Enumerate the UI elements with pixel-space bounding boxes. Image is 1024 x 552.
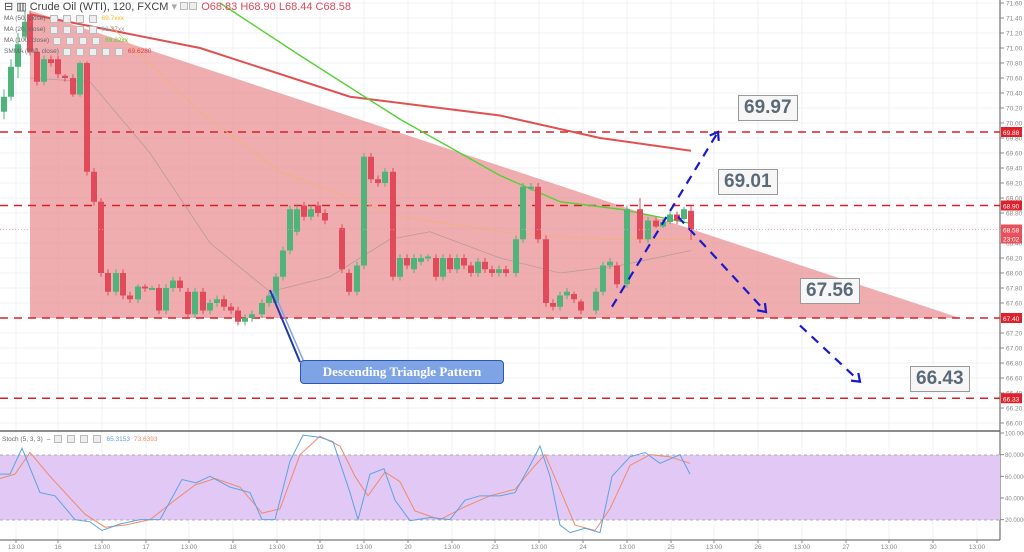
descending-triangle-shape (30, 10, 960, 318)
svg-text:67.40: 67.40 (1003, 316, 1020, 323)
svg-text:13:00: 13:00 (531, 544, 548, 551)
svg-text:13:00: 13:00 (8, 544, 25, 551)
pattern-pointer-line (269, 289, 301, 363)
svg-text:69.20: 69.20 (1006, 181, 1023, 188)
svg-text:13:00: 13:00 (181, 544, 198, 551)
moving-average-lines (29, 2, 692, 293)
svg-text:70.40: 70.40 (1006, 91, 1023, 98)
svg-text:70.20: 70.20 (1006, 106, 1023, 113)
svg-text:67.80: 67.80 (1006, 286, 1023, 293)
svg-text:100.0000: 100.0000 (1005, 432, 1024, 438)
ohlc-values: O68.83 H68.90 L68.44 C68.58 (201, 1, 352, 13)
svg-text:69.40: 69.40 (1006, 166, 1023, 173)
svg-text:23: 23 (491, 544, 499, 551)
symbol-title[interactable]: ⊟ ▥ Crude Oil (WTI), 120, FXCM ▾ O68.83 … (4, 1, 352, 13)
collapse-icon[interactable]: ⊟ ▥ (4, 1, 30, 13)
descending-triangle-label: Descending Triangle Pattern (300, 360, 504, 384)
svg-text:30: 30 (929, 544, 937, 551)
callout-69-97: 69.97 (738, 95, 798, 121)
time-axis[interactable]: 13:00 16 13:00 17 13:00 18 13:00 19 13:00 20 13:00… (8, 540, 986, 551)
stoch-d-value: 73.6393 (133, 435, 158, 443)
svg-text:67.20: 67.20 (1006, 331, 1023, 338)
projection-arrows (611, 130, 862, 384)
svg-text:80.0000: 80.0000 (1005, 453, 1024, 459)
svg-text:69.00: 69.00 (1006, 196, 1023, 203)
indicator-ma20[interactable]: MA (20, close) 68.37xx (4, 25, 125, 34)
svg-text:66.33: 66.33 (1003, 396, 1020, 403)
svg-text:19: 19 (316, 544, 324, 551)
svg-text:23:02: 23:02 (1003, 237, 1020, 244)
stoch-k-value: 65.3153 (106, 435, 130, 443)
stoch-band (0, 455, 1000, 520)
svg-text:68.20: 68.20 (1006, 256, 1023, 263)
svg-text:68.80: 68.80 (1006, 211, 1023, 218)
svg-text:40.0000: 40.0000 (1005, 496, 1024, 502)
indicator-smma200[interactable]: SMMA (200, close) 69.6280 (4, 47, 152, 56)
svg-text:68.58: 68.58 (1003, 228, 1020, 235)
svg-text:13:00: 13:00 (881, 544, 898, 551)
svg-text:69.88: 69.88 (1003, 130, 1020, 137)
callout-67-56: 67.56 (800, 278, 860, 304)
svg-text:24: 24 (579, 544, 587, 551)
svg-text:71.00: 71.00 (1006, 46, 1023, 53)
svg-text:71.60: 71.60 (1006, 1, 1023, 8)
svg-text:13:00: 13:00 (706, 544, 723, 551)
price-axis[interactable]: 71.60 71.40 71.20 71.00 70.80 70.60 70.40 70.20… (1000, 1, 1023, 428)
svg-text:70.00: 70.00 (1006, 121, 1023, 128)
svg-text:25: 25 (667, 544, 675, 551)
svg-text:17: 17 (142, 544, 150, 551)
stoch-axis: 100.0000 80.0000 60.0000 40.0000 20.0000 (1000, 432, 1024, 524)
indicator-ma50[interactable]: MA (50, close) 69.7xxx (4, 14, 124, 23)
svg-text:67.00: 67.00 (1006, 346, 1023, 353)
svg-text:13:00: 13:00 (94, 544, 111, 551)
svg-text:68.40: 68.40 (1006, 241, 1023, 248)
svg-text:66.60: 66.60 (1006, 376, 1023, 383)
svg-text:66.20: 66.20 (1006, 406, 1023, 413)
callout-66-43: 66.43 (910, 366, 970, 392)
svg-text:18: 18 (229, 544, 237, 551)
svg-text:66.00: 66.00 (1006, 421, 1023, 428)
svg-text:60.0000: 60.0000 (1005, 475, 1024, 481)
candlesticks (1, 10, 694, 326)
svg-text:71.20: 71.20 (1006, 31, 1023, 38)
svg-text:27: 27 (842, 544, 850, 551)
stochastic-lines (0, 434, 691, 534)
svg-text:69.80: 69.80 (1006, 136, 1023, 143)
chart-legend: ⊟ ▥ Crude Oil (WTI), 120, FXCM ▾ O68.83 … (4, 2, 351, 57)
svg-text:16: 16 (54, 544, 62, 551)
svg-text:66.80: 66.80 (1006, 361, 1023, 368)
callout-69-01: 69.01 (718, 169, 778, 195)
svg-text:13:00: 13:00 (269, 544, 286, 551)
stoch-legend[interactable]: Stoch (5, 3, 3) – 65.3153 73.6393 (2, 435, 158, 443)
svg-text:69.60: 69.60 (1006, 151, 1023, 158)
svg-text:70.80: 70.80 (1006, 61, 1023, 68)
indicator-ma100[interactable]: MA (100, close) 69.82xx (4, 36, 128, 45)
svg-text:70.60: 70.60 (1006, 76, 1023, 83)
svg-text:67.60: 67.60 (1006, 301, 1023, 308)
horizontal-support-resistance-lines (0, 131, 1000, 400)
svg-text:20: 20 (404, 544, 412, 551)
svg-text:68.90: 68.90 (1003, 204, 1020, 211)
svg-text:13:00: 13:00 (969, 544, 986, 551)
svg-text:13:00: 13:00 (794, 544, 811, 551)
svg-text:68.00: 68.00 (1006, 271, 1023, 278)
svg-text:13:00: 13:00 (444, 544, 461, 551)
svg-text:20.0000: 20.0000 (1005, 518, 1024, 524)
svg-text:13:00: 13:00 (619, 544, 636, 551)
svg-text:71.40: 71.40 (1006, 16, 1023, 23)
svg-text:26: 26 (754, 544, 762, 551)
svg-text:13:00: 13:00 (356, 544, 373, 551)
price-axis-labels: 69.88 68.90 68.58 23:02 67.40 66.33 (0, 127, 1022, 404)
